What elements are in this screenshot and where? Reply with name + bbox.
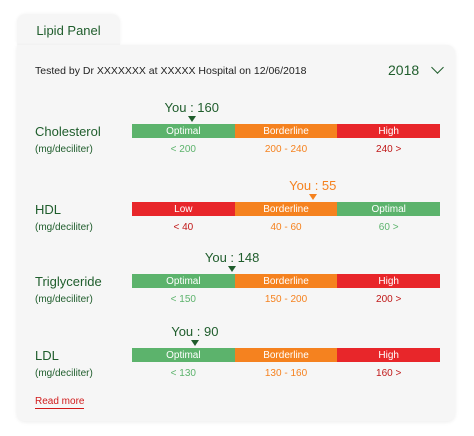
range-value: 200 - 240 bbox=[264, 144, 308, 155]
test-name: HDL bbox=[35, 202, 62, 217]
lipid-panel-card bbox=[17, 45, 455, 421]
range-value: < 40 bbox=[173, 222, 194, 233]
test-name: LDL bbox=[35, 348, 59, 363]
range-segment-borderline: Borderline bbox=[234, 202, 338, 216]
tab-lipid-panel[interactable]: Lipid Panel bbox=[17, 15, 120, 45]
range-bar: Low Borderline Optimal bbox=[132, 202, 441, 216]
read-more-link[interactable]: Read more bbox=[35, 396, 85, 409]
marker-arrow-icon bbox=[228, 266, 237, 272]
tested-by-text: Tested by Dr XXXXXXX at XXXXX Hospital o… bbox=[35, 65, 307, 77]
range-value: < 200 bbox=[170, 144, 196, 155]
range-values: < 150 150 - 200 200 > bbox=[132, 294, 440, 305]
test-unit: (mg/deciliter) bbox=[35, 368, 93, 379]
range-value: 60 > bbox=[378, 222, 399, 233]
range-value: < 150 bbox=[170, 294, 196, 305]
range-value: 40 - 60 bbox=[270, 222, 302, 233]
range-value: 240 > bbox=[376, 144, 402, 155]
range-values: < 40 40 - 60 60 > bbox=[132, 222, 440, 233]
range-bar: Optimal Borderline High bbox=[132, 274, 441, 288]
range-bar: Optimal Borderline High bbox=[132, 348, 441, 362]
marker-arrow-icon bbox=[187, 116, 196, 122]
range-value: 200 > bbox=[376, 294, 402, 305]
range-segment-borderline: Borderline bbox=[234, 274, 338, 288]
test-name: Triglyceride bbox=[35, 274, 102, 289]
year-label: 2018 bbox=[388, 62, 420, 78]
chevron-down-icon bbox=[431, 61, 445, 74]
range-segment-borderline: Borderline bbox=[234, 124, 338, 138]
range-values: < 130 130 - 160 160 > bbox=[132, 368, 440, 379]
range-segment-high: High bbox=[337, 348, 441, 362]
you-value-label: You : 160 bbox=[164, 100, 219, 115]
you-value-label: You : 55 bbox=[289, 178, 337, 193]
test-unit: (mg/deciliter) bbox=[35, 222, 93, 233]
range-value: 130 - 160 bbox=[264, 368, 308, 379]
range-bar: Optimal Borderline High bbox=[132, 124, 441, 138]
marker-arrow-icon bbox=[190, 340, 199, 346]
range-segment-high: High bbox=[337, 274, 441, 288]
range-value: 160 > bbox=[376, 368, 402, 379]
range-segment-optimal: Optimal bbox=[132, 124, 235, 138]
test-unit: (mg/deciliter) bbox=[35, 294, 93, 305]
range-segment-high: High bbox=[337, 124, 441, 138]
range-values: < 200 200 - 240 240 > bbox=[132, 144, 440, 155]
test-unit: (mg/deciliter) bbox=[35, 144, 93, 155]
tab-label: Lipid Panel bbox=[36, 22, 101, 38]
test-name: Cholesterol bbox=[35, 124, 101, 139]
range-value: 150 - 200 bbox=[264, 294, 308, 305]
range-segment-optimal: Optimal bbox=[337, 202, 441, 216]
range-segment-optimal: Optimal bbox=[132, 348, 235, 362]
marker-arrow-icon bbox=[308, 194, 317, 200]
range-segment-borderline: Borderline bbox=[234, 348, 338, 362]
year-selector[interactable]: 2018 bbox=[388, 61, 445, 78]
range-value: < 130 bbox=[170, 368, 196, 379]
range-segment-optimal: Optimal bbox=[132, 274, 235, 288]
range-segment-low: Low bbox=[132, 202, 235, 216]
you-value-label: You : 148 bbox=[204, 250, 260, 265]
you-value-label: You : 90 bbox=[171, 324, 219, 339]
